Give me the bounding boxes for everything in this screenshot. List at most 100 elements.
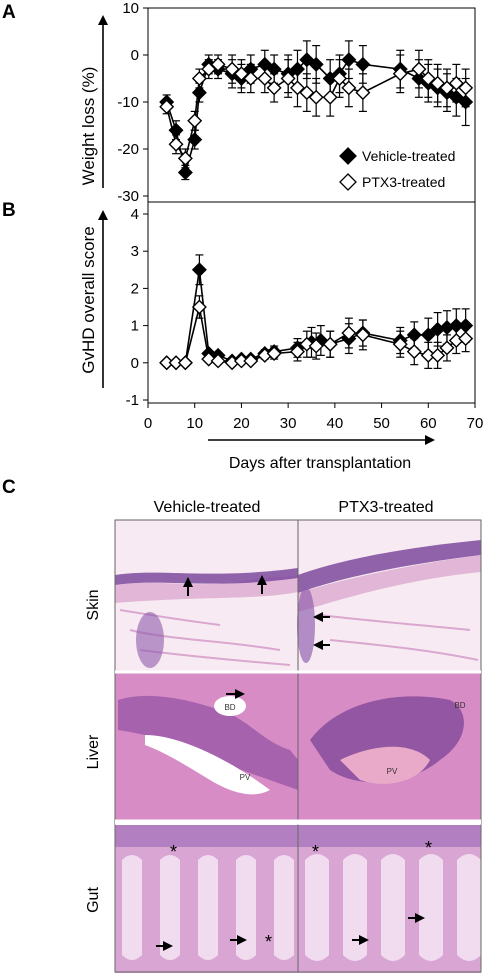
panel-a-point-ptx3 xyxy=(280,71,296,86)
panel-b-point-vehicle xyxy=(191,262,207,278)
gut-ptx3-image: * * xyxy=(298,825,481,973)
gut-vehicle-image: * * xyxy=(115,825,298,973)
panel-b-point-ptx3 xyxy=(406,344,422,360)
skin-ptx3-image xyxy=(297,520,481,672)
panel-a-chart: Weight loss (%) 10 0 -10 -20 -30 Vehicle-tre… xyxy=(79,0,476,205)
legend-label-vehicle: Vehicle-treated xyxy=(362,148,455,164)
panel-b-y-tick-label: 4 xyxy=(131,206,139,223)
panel-b-point-ptx3 xyxy=(289,344,305,360)
liver-ptx3-pv-label: PV xyxy=(387,767,398,776)
panel-a-point-ptx3 xyxy=(355,85,371,101)
panel-a-point-ptx3 xyxy=(191,71,207,86)
panel-a-point-ptx3 xyxy=(420,71,436,86)
panel-a-y-tick-label: -30 xyxy=(117,188,139,205)
panel-label-c: C xyxy=(2,477,16,498)
panel-b-point-ptx3 xyxy=(355,327,371,343)
liver-vehicle-pv-label: PV xyxy=(240,773,251,782)
panel-b-x-ticks: 0 10 20 30 40 50 60 70 xyxy=(144,403,483,432)
panel-b-x-tick-label: 60 xyxy=(420,415,437,432)
panel-b-point-ptx3 xyxy=(322,336,338,352)
panel-a-point-ptx3 xyxy=(187,113,203,129)
panel-b-y-tick-label: 1 xyxy=(131,318,139,335)
panel-a-series xyxy=(159,40,474,181)
panel-b-point-ptx3 xyxy=(191,299,207,315)
panel-b-x-axis-label: Days after transplantation xyxy=(229,455,411,472)
panel-b-plot-frame xyxy=(147,201,476,404)
histology-column-vehicle: Vehicle-treated xyxy=(154,499,261,516)
panel-b-y-ticks: 4 3 2 1 0 -1 xyxy=(126,206,148,409)
histology-row-gut: Gut xyxy=(85,887,102,913)
panel-b-point-ptx3 xyxy=(430,347,446,363)
panel-a-y-tick-label: -10 xyxy=(117,94,139,111)
panel-a-y-axis-label: Weight loss (%) xyxy=(79,67,98,186)
panel-a-point-ptx3 xyxy=(332,71,348,86)
panel-b-point-ptx3 xyxy=(210,353,226,369)
panel-a-y-ticks: 10 0 -10 -20 -30 xyxy=(117,0,148,205)
panel-a-y-tick-label: 10 xyxy=(122,0,139,17)
panel-a-point-ptx3 xyxy=(243,71,259,86)
panel-a-point-ptx3 xyxy=(448,75,464,91)
panel-a-point-vehicle xyxy=(308,56,324,72)
panel-b-x-tick-label: 40 xyxy=(327,415,344,432)
panel-b-series xyxy=(159,254,474,371)
panel-a-point-ptx3 xyxy=(201,61,217,77)
panel-a-point-ptx3 xyxy=(168,136,184,152)
panel-b-point-ptx3 xyxy=(243,353,259,369)
liver-ptx3-bd-label: BD xyxy=(454,701,465,710)
panel-b-point-ptx3 xyxy=(201,351,217,367)
histology-row-liver: Liver xyxy=(85,734,102,769)
gut-vehicle-asterisk-2: * xyxy=(265,932,272,952)
panel-a-point-ptx3 xyxy=(439,80,455,96)
panel-b-point-ptx3 xyxy=(341,325,357,341)
panel-b-point-ptx3 xyxy=(308,338,324,354)
panel-b-x-tick-label: 30 xyxy=(280,415,297,432)
panel-a-point-ptx3 xyxy=(430,75,446,91)
liver-ptx3-image: PV BD xyxy=(298,672,481,820)
panel-c-histology: Vehicle-treated PTX3-treated Skin Liver … xyxy=(85,499,482,973)
panel-b-x-tick-label: 10 xyxy=(186,415,203,432)
panel-b-y-tick-label: 3 xyxy=(131,243,139,260)
panel-a-point-ptx3 xyxy=(266,80,282,96)
panel-b-y-tick-label: 0 xyxy=(131,355,139,372)
panel-a-point-vehicle xyxy=(177,165,193,180)
panel-a-point-vehicle xyxy=(191,85,207,101)
panel-a-point-ptx3 xyxy=(177,150,193,166)
panel-a-point-ptx3 xyxy=(289,80,305,96)
panel-b-x-tick-label: 50 xyxy=(373,415,390,432)
panel-b-x-tick-label: 20 xyxy=(233,415,250,432)
panel-a-point-ptx3 xyxy=(458,80,474,96)
liver-vehicle-image: BD PV xyxy=(115,672,298,820)
panel-a-point-vehicle xyxy=(355,56,371,72)
panel-b-point-ptx3 xyxy=(392,336,408,352)
panel-b-point-ptx3 xyxy=(439,340,455,356)
panel-a-point-ptx3 xyxy=(341,80,357,96)
histology-row-skin: Skin xyxy=(85,589,102,620)
gut-ptx3-asterisk-1: * xyxy=(312,842,319,862)
panel-a-point-ptx3 xyxy=(257,71,273,86)
panel-a-y-tick-label: 0 xyxy=(131,47,139,64)
gut-ptx3-asterisk-2: * xyxy=(425,838,432,858)
legend-marker-ptx3 xyxy=(339,173,357,191)
histology-column-ptx3: PTX3-treated xyxy=(338,499,433,516)
panel-a-legend: Vehicle-treated PTX3-treated xyxy=(339,147,455,191)
skin-vehicle-image xyxy=(115,520,298,672)
panel-a-point-ptx3 xyxy=(159,99,175,115)
panel-a-point-vehicle xyxy=(341,52,357,68)
panel-a-point-ptx3 xyxy=(392,66,408,82)
panel-a-y-tick-label: -20 xyxy=(117,141,139,158)
panel-b-x-tick-label: 0 xyxy=(144,415,152,432)
panel-a-point-ptx3 xyxy=(411,61,427,77)
panel-a-point-ptx3 xyxy=(233,66,249,82)
panel-b-point-ptx3 xyxy=(299,336,315,352)
legend-marker-vehicle xyxy=(339,147,357,165)
panel-b-point-ptx3 xyxy=(458,331,474,347)
gut-vehicle-asterisk-1: * xyxy=(170,842,177,862)
panel-a-point-ptx3 xyxy=(210,56,226,72)
panel-b-y-axis-label: GvHD overall score xyxy=(79,226,98,373)
panel-a-point-vehicle xyxy=(299,52,315,68)
panel-a-point-ptx3 xyxy=(308,89,324,105)
panel-label-b: B xyxy=(2,200,16,221)
liver-vehicle-bd-label: BD xyxy=(224,703,235,712)
